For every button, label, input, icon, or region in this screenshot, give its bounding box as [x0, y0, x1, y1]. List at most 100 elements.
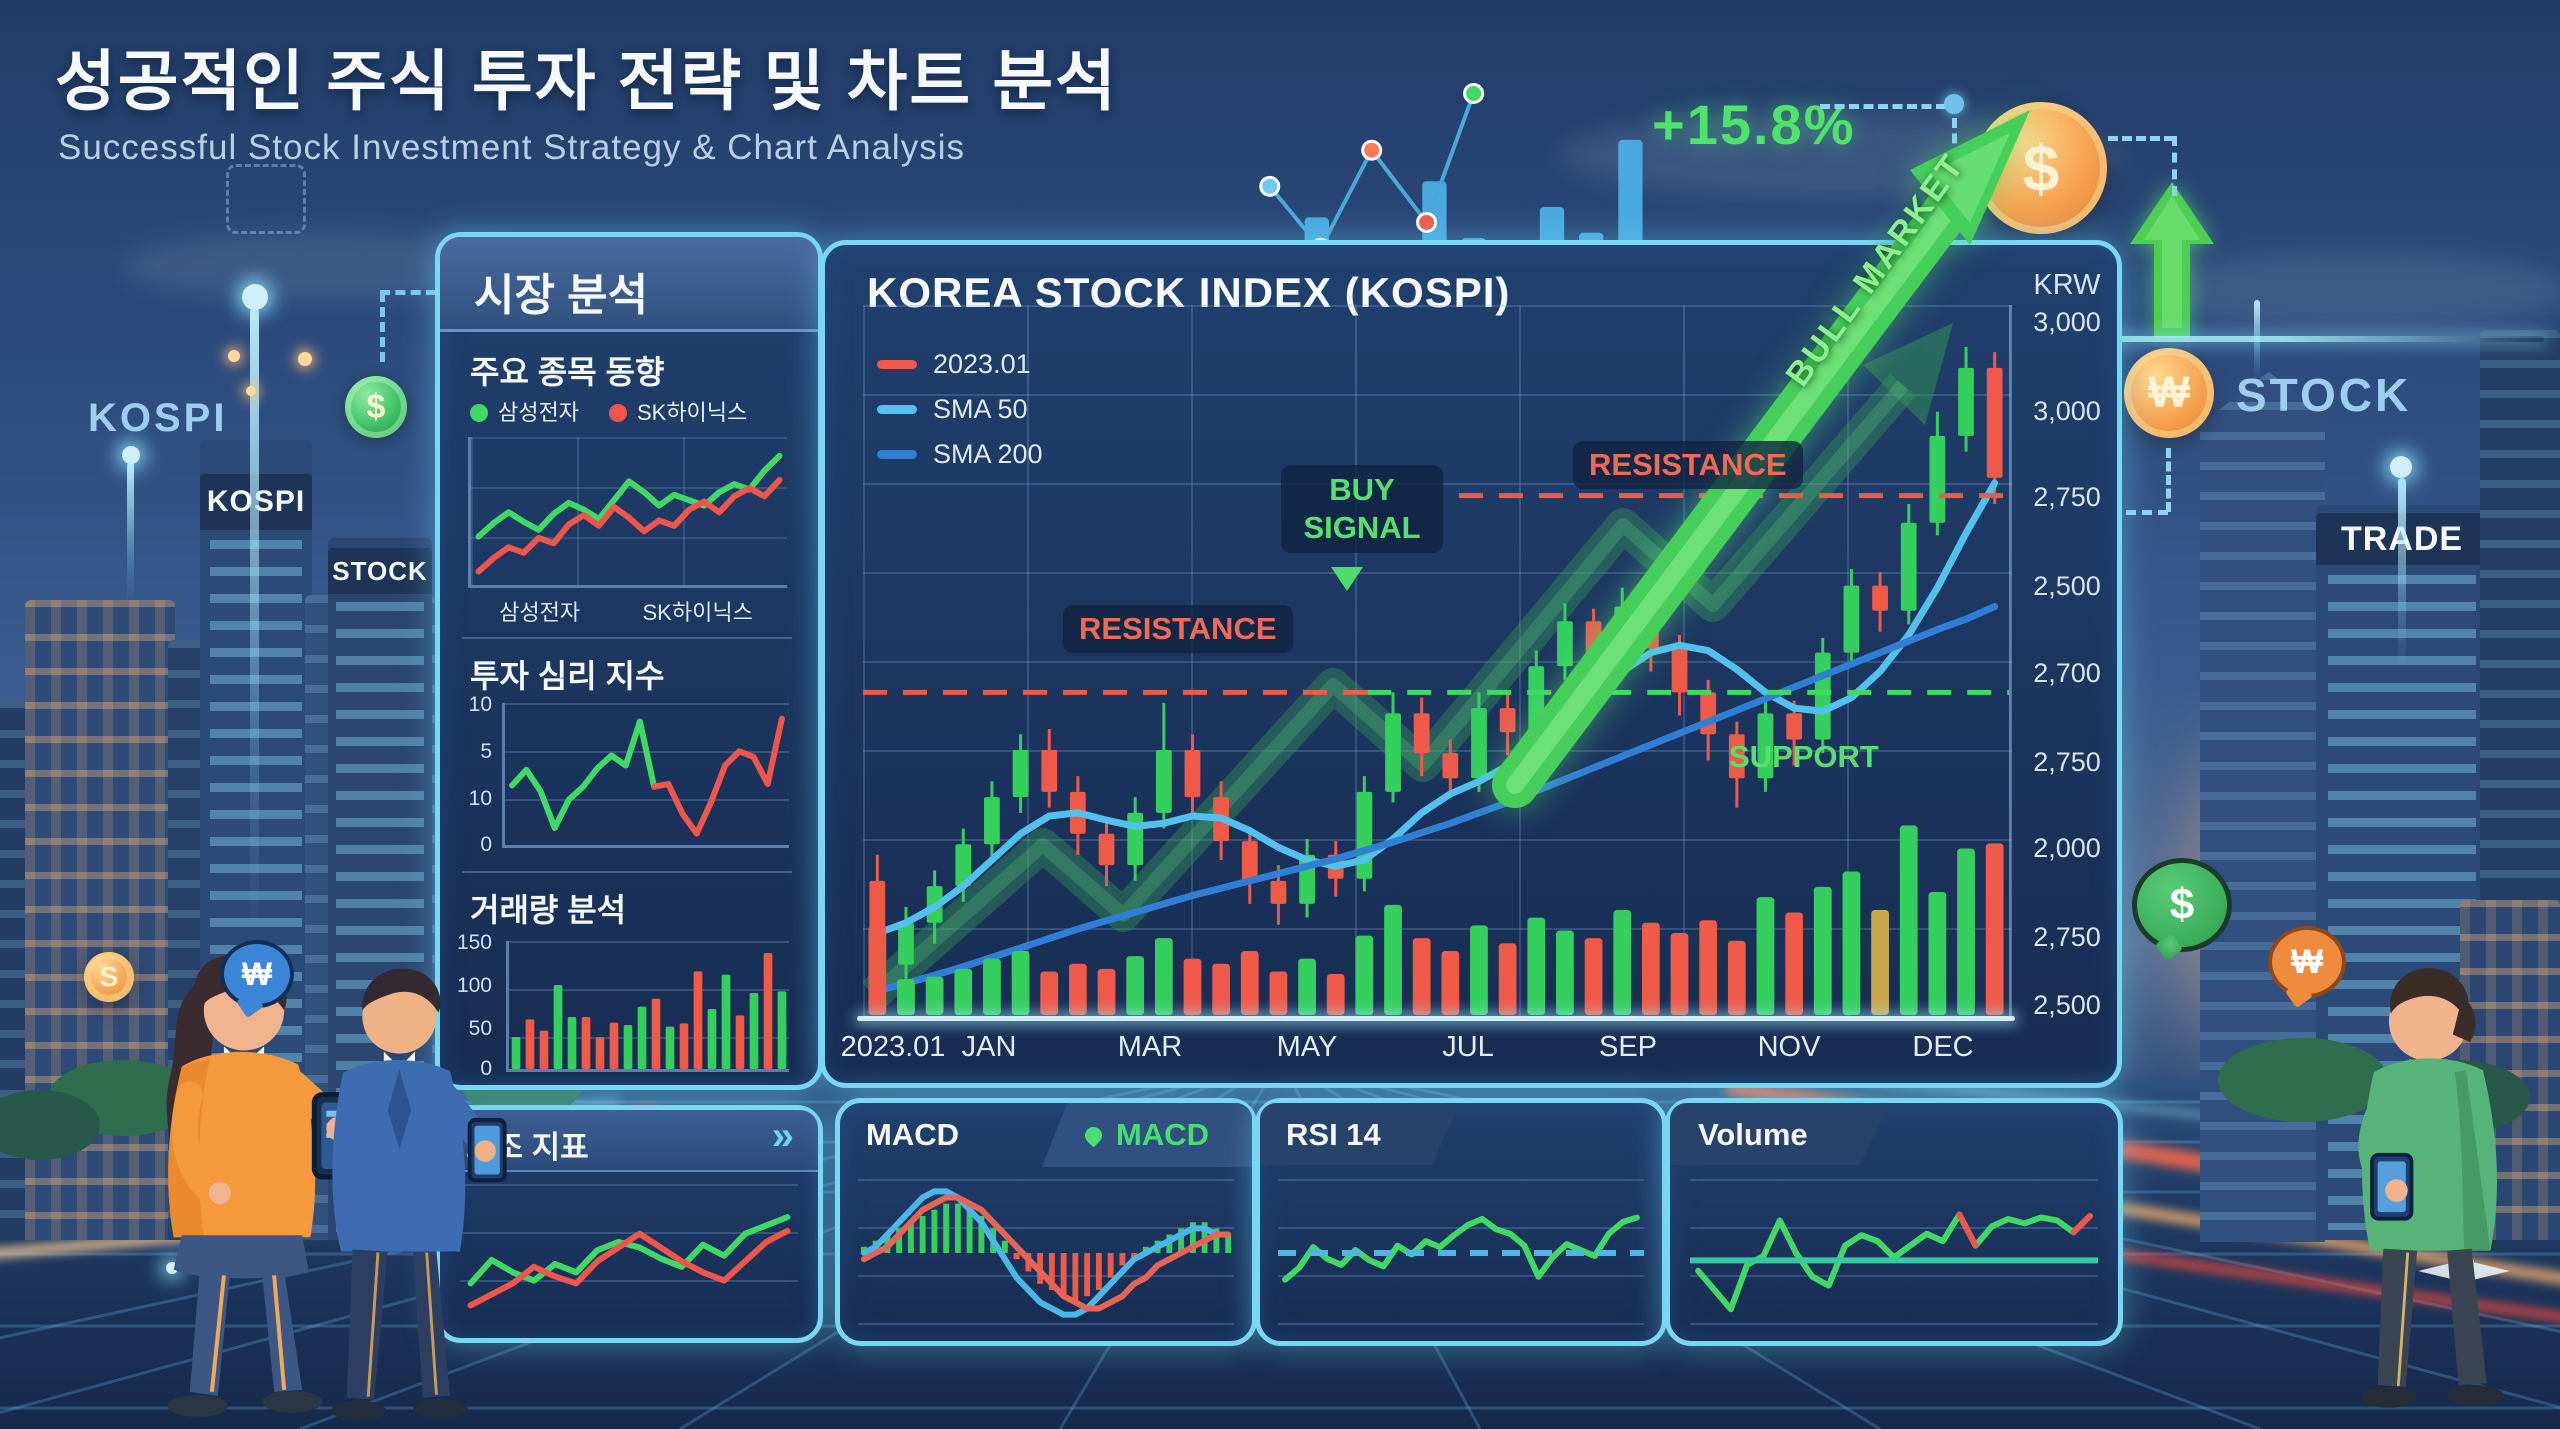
dollar-coin-green: $ [345, 376, 407, 438]
lightblue-swatch-icon [877, 405, 917, 414]
warm-dot [298, 352, 312, 366]
y-axis-unit: KRW [2033, 269, 2101, 301]
market-analysis-panel: 시장 분석 주요 종목 동향 삼성전자 SK하이닉스 삼성전자 SK하이닉스 투… [435, 232, 823, 1090]
gain-percent-label: +15.8% [1652, 93, 1856, 156]
y-tick: 2,750 [2033, 747, 2101, 777]
x-tick: MAR [1117, 1031, 1183, 1063]
page-subtitle: Successful Stock Investment Strategy & C… [58, 128, 965, 167]
y-tick: 2,750 [2033, 922, 2101, 952]
rsi-panel-title: RSI 14 [1286, 1117, 1381, 1152]
y-tick: 5 [480, 740, 492, 763]
rsi-panel: RSI 14 [1255, 1098, 1667, 1346]
rsi-chart [1278, 1179, 1644, 1327]
warm-dot [246, 386, 256, 396]
red-dot-icon [608, 404, 627, 422]
won-coin-orange: ₩ [2124, 348, 2214, 438]
y-tick: 3,000 [2033, 307, 2101, 337]
y-tick: 50 [468, 1017, 492, 1040]
dashed-connector [380, 290, 436, 295]
macd-tab-label: MACD [1116, 1117, 1209, 1152]
volume-analysis-chart [506, 941, 789, 1072]
stock-building-sign: STOCK [328, 548, 432, 594]
droplet-icon [1081, 1122, 1106, 1148]
kospi-chart-panel: KOREA STOCK INDEX (KOSPI) 2023.01 SMA 50… [820, 110, 2122, 1088]
divider [462, 637, 792, 639]
glow-dot [242, 284, 268, 310]
x-label: SK하이닉스 [642, 600, 753, 625]
buy-signal-arrow-icon [1331, 567, 1363, 591]
light-beam [127, 462, 134, 602]
x-tick: SEP [1598, 1031, 1658, 1063]
y-tick: 150 [456, 931, 492, 954]
legend-item: SMA 50 [877, 394, 1043, 425]
buy-signal-tag: BUY SIGNAL [1281, 465, 1443, 553]
dollar-bubble-green: $ [2132, 858, 2232, 952]
main-chart-legend: 2023.01 SMA 50 SMA 200 [877, 349, 1043, 484]
bull-market-arrow [1492, 110, 2030, 808]
macd-panel-title: MACD [866, 1117, 959, 1152]
volume-tab-band [1670, 1103, 1890, 1165]
dashed-connector [2166, 448, 2171, 512]
red-swatch-icon [877, 360, 917, 369]
stock-trend-x-labels: 삼성전자 SK하이닉스 [468, 595, 784, 627]
stock-trend-title: 주요 종목 동향 [470, 354, 665, 390]
y-tick: 0 [480, 1057, 492, 1080]
glow-dot [122, 446, 140, 464]
dashed-connector [2172, 136, 2177, 196]
macd-chart [858, 1179, 1234, 1327]
volume-panel-title: Volume [1698, 1117, 1808, 1152]
blue-swatch-icon [877, 450, 917, 459]
y-tick: 10 [468, 693, 492, 716]
kospi-plot-area: BUY SIGNAL RESISTANCE RESISTANCE SUPPORT [857, 305, 2015, 1021]
light-beam [2398, 478, 2406, 668]
macd-panel: MACD MACD [835, 1098, 1257, 1346]
y-tick: 0 [480, 833, 492, 856]
y-tick: 2,000 [2033, 833, 2101, 863]
trend-zigzag-arrow [863, 323, 1953, 1008]
won-bubble-orange: ₩ [2268, 926, 2346, 998]
x-tick: JUL [1442, 1031, 1494, 1063]
support-tag: SUPPORT [1729, 739, 1879, 774]
y-tick: 3,000 [2033, 396, 2101, 426]
legend-item: SK하이닉스 [608, 395, 747, 427]
page-title: 성공적인 주식 투자 전략 및 차트 분석 [55, 44, 1118, 118]
resistance-tag-left: RESISTANCE [1063, 605, 1293, 653]
legend-item: 2023.01 [877, 349, 1043, 380]
y-tick: 2,500 [2033, 571, 2101, 601]
sentiment-title: 투자 심리 지수 [470, 658, 665, 694]
s-coin-orange: S [84, 952, 134, 1002]
volume-panel: Volume [1665, 1098, 2123, 1346]
y-tick: 2,750 [2033, 482, 2101, 512]
legend-item: 삼성전자 [470, 395, 579, 427]
glow-dot [2390, 456, 2412, 478]
y-tick: 10 [468, 787, 492, 810]
sidebar-title: 시장 분석 [474, 271, 649, 320]
dashed-connector [2110, 510, 2168, 515]
stock-trend-chart [468, 437, 787, 588]
x-tick: MAY [1276, 1031, 1338, 1063]
y-tick: 2,500 [2033, 990, 2101, 1020]
y-tick: 2,700 [2033, 658, 2101, 688]
x-label: 삼성전자 [499, 600, 581, 625]
dashed-connector [2108, 136, 2174, 141]
dashed-connector [380, 292, 385, 362]
connector-dot [1944, 94, 1964, 114]
sentiment-chart [502, 703, 789, 848]
kospi-volume-bars [863, 810, 2009, 1015]
chevron-right-icon[interactable]: » [771, 1114, 794, 1158]
rsi-tab-band [1260, 1103, 1460, 1165]
volume-line-chart [1690, 1179, 2098, 1327]
cloud [2150, 250, 2560, 330]
bush [2218, 1038, 2388, 1122]
aux-indicator-chart [460, 1184, 798, 1322]
x-tick: DEC [1912, 1031, 1974, 1063]
legend-item: SMA 200 [877, 439, 1043, 470]
man-with-phone-left [331, 968, 507, 1421]
macd-tab[interactable]: MACD [1042, 1103, 1252, 1167]
green-dot-icon [470, 404, 488, 422]
plot-baseline [857, 1016, 2015, 1021]
y-tick: 100 [456, 974, 492, 997]
dashed-box-decor [226, 164, 306, 234]
bush [0, 1090, 100, 1160]
main-chart-title: KOREA STOCK INDEX (KOSPI) [867, 269, 1511, 316]
